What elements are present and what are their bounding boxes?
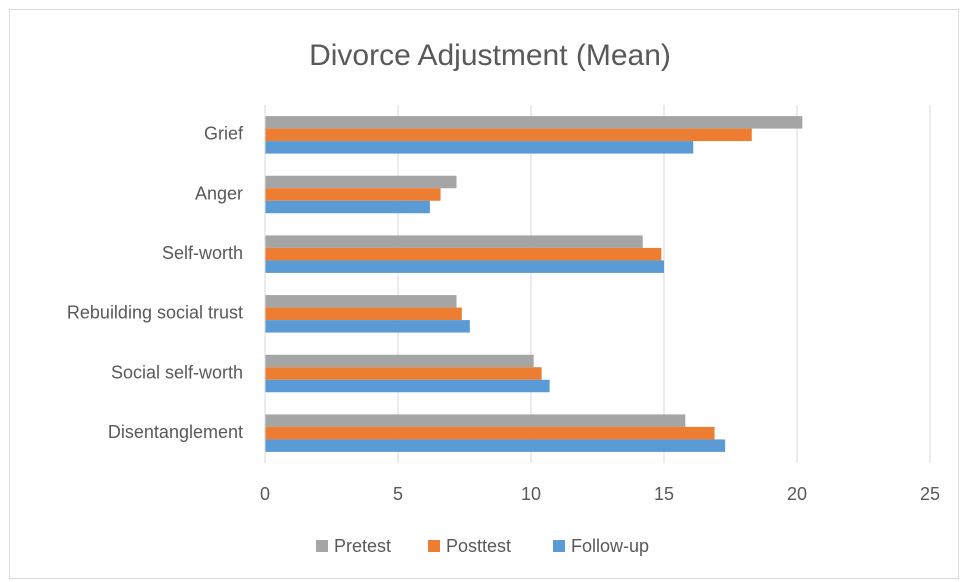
bar [265,260,664,273]
bar [265,128,752,142]
legend-label: Pretest [334,536,391,556]
bar [265,116,803,129]
x-tick-label: 5 [393,484,403,504]
y-tick-label: Anger [195,183,243,203]
bar [265,367,542,380]
x-tick-label: 25 [920,484,940,504]
y-tick-label: Self-worth [162,243,243,263]
bar [265,414,686,427]
bar [265,354,534,368]
x-tick-label: 0 [260,484,270,504]
bar [265,235,643,248]
bar [265,307,462,321]
x-tick-label: 15 [654,484,674,504]
bar [265,439,726,452]
legend-label: Follow-up [571,536,649,556]
legend-swatch [316,540,328,552]
legend-label: Posttest [446,536,511,556]
bar [265,295,457,308]
x-tick-label: 10 [521,484,541,504]
legend-swatch [553,540,565,552]
bar [265,320,470,333]
bar [265,379,550,393]
bar [265,141,694,154]
x-tick-label: 20 [787,484,807,504]
legend-swatch [428,540,440,552]
bar [265,426,715,440]
y-tick-label: Disentanglement [108,422,243,442]
chart-border [9,9,959,579]
chart-title: Divorce Adjustment (Mean) [309,39,671,72]
y-tick-label: Grief [204,124,244,144]
bar [265,188,441,201]
y-tick-label: Social self-worth [111,362,243,382]
bar [265,200,430,214]
y-tick-label: Rebuilding social trust [67,303,243,323]
bar [265,175,457,189]
bar [265,247,662,261]
